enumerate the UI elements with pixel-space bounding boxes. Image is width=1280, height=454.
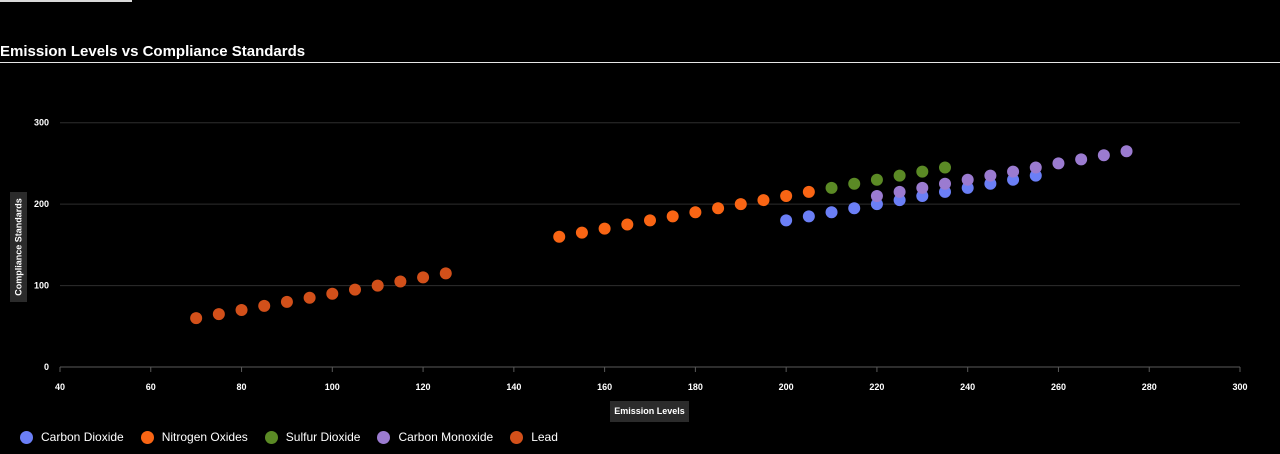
point-nitrogen-oxides[interactable] [598,222,611,235]
point-nitrogen-oxides[interactable] [689,206,702,219]
point-carbon-dioxide[interactable] [848,202,861,215]
y-tick-label: 100 [34,281,49,291]
point-lead[interactable] [280,295,293,308]
point-sulfur-dioxide[interactable] [939,161,951,174]
x-axis-title-bg [610,401,689,422]
legend-swatch [510,430,524,444]
y-tick-label: 300 [34,118,49,128]
legend-label: Carbon Monoxide [398,430,494,444]
y-axis-title-group: Compliance Standards [10,192,27,302]
point-carbon-dioxide[interactable] [825,206,838,219]
point-carbon-monoxide[interactable] [870,190,883,202]
y-axis-title-bg [10,192,27,302]
data-points [190,145,1133,325]
grid-lines [60,122,1240,287]
point-lead[interactable] [303,291,316,304]
x-tick-label: 280 [1142,382,1157,392]
chart-legend: Carbon Dioxide Nitrogen Oxides Sulfur Diox… [20,430,575,444]
point-lead[interactable] [417,271,430,284]
point-lead[interactable] [212,308,225,321]
active-tab-indicator [0,0,132,2]
legend-item-carbon-monoxide[interactable]: Carbon Monoxide [377,430,493,444]
point-lead[interactable] [394,275,407,288]
point-nitrogen-oxides[interactable] [621,218,634,231]
point-carbon-dioxide[interactable] [780,214,793,227]
legend-label: Lead [531,430,558,444]
x-tick-label: 260 [1051,382,1066,392]
legend-item-nitrogen-oxides[interactable]: Nitrogen Oxides [140,430,248,444]
x-tick-label: 120 [416,382,431,392]
legend-label: Sulfur Dioxide [285,430,361,444]
point-carbon-monoxide[interactable] [939,177,951,190]
point-carbon-monoxide[interactable] [1007,165,1020,178]
point-sulfur-dioxide[interactable] [825,181,838,194]
point-carbon-dioxide[interactable] [802,210,815,223]
x-axis: 40 60 80 100 120 140 160 180 200 220 240 260 280 300 [55,366,1248,392]
point-carbon-monoxide[interactable] [1052,157,1065,170]
point-nitrogen-oxides[interactable] [780,190,793,202]
point-carbon-monoxide[interactable] [893,185,906,198]
title-divider [0,62,1280,63]
point-carbon-monoxide[interactable] [1029,161,1042,174]
x-tick-label: 220 [869,382,884,392]
x-tick-label: 200 [779,382,794,392]
x-tick-label: 100 [325,382,340,392]
legend-label: Carbon Dioxide [41,430,124,444]
y-axis-title: Compliance Standards [14,198,24,296]
point-lead[interactable] [235,304,248,316]
x-axis-title: Emission Levels [614,406,685,416]
x-tick-label: 300 [1232,382,1247,392]
x-tick-label: 240 [960,382,975,392]
legend-swatch [140,430,154,444]
point-carbon-monoxide[interactable] [1120,145,1133,158]
point-nitrogen-oxides[interactable] [802,185,815,198]
point-carbon-monoxide[interactable] [984,169,997,182]
point-lead[interactable] [439,267,452,280]
point-nitrogen-oxides[interactable] [666,210,679,223]
x-axis-title-group: Emission Levels [610,401,689,422]
point-nitrogen-oxides[interactable] [553,230,566,243]
point-carbon-monoxide[interactable] [916,181,929,194]
x-tick-label: 140 [506,382,521,392]
point-lead[interactable] [190,312,203,325]
point-sulfur-dioxide[interactable] [893,169,906,182]
y-axis: 0 100 200 300 [34,118,49,372]
point-nitrogen-oxides[interactable] [757,194,770,207]
point-sulfur-dioxide[interactable] [870,173,883,186]
legend-item-sulfur-dioxide[interactable]: Sulfur Dioxide [264,430,361,444]
point-lead[interactable] [349,283,361,296]
point-carbon-monoxide[interactable] [1097,149,1110,162]
y-tick-label: 200 [34,199,49,209]
point-sulfur-dioxide[interactable] [848,177,861,190]
point-lead[interactable] [258,299,271,312]
point-sulfur-dioxide[interactable] [916,165,929,178]
x-tick-label: 40 [55,382,65,392]
point-nitrogen-oxides[interactable] [712,202,725,215]
legend-item-carbon-dioxide[interactable]: Carbon Dioxide [20,430,124,444]
legend-swatch [20,430,33,444]
x-tick-label: 160 [597,382,612,392]
legend-swatch [377,430,391,444]
legend-label: Nitrogen Oxides [161,430,248,444]
x-tick-label: 80 [237,382,247,392]
point-nitrogen-oxides[interactable] [734,198,747,211]
point-carbon-monoxide[interactable] [961,173,974,186]
point-nitrogen-oxides[interactable] [644,214,656,227]
point-nitrogen-oxides[interactable] [575,226,588,239]
legend-swatch [264,430,278,444]
chart-title: Emission Levels vs Compliance Standards [0,43,306,60]
legend-item-lead[interactable]: Lead [510,430,558,444]
point-lead[interactable] [371,279,384,292]
x-tick-label: 60 [146,382,156,392]
y-tick-label: 0 [44,362,49,372]
point-lead[interactable] [326,287,339,300]
x-tick-label: 180 [688,382,703,392]
point-carbon-monoxide[interactable] [1075,153,1088,166]
